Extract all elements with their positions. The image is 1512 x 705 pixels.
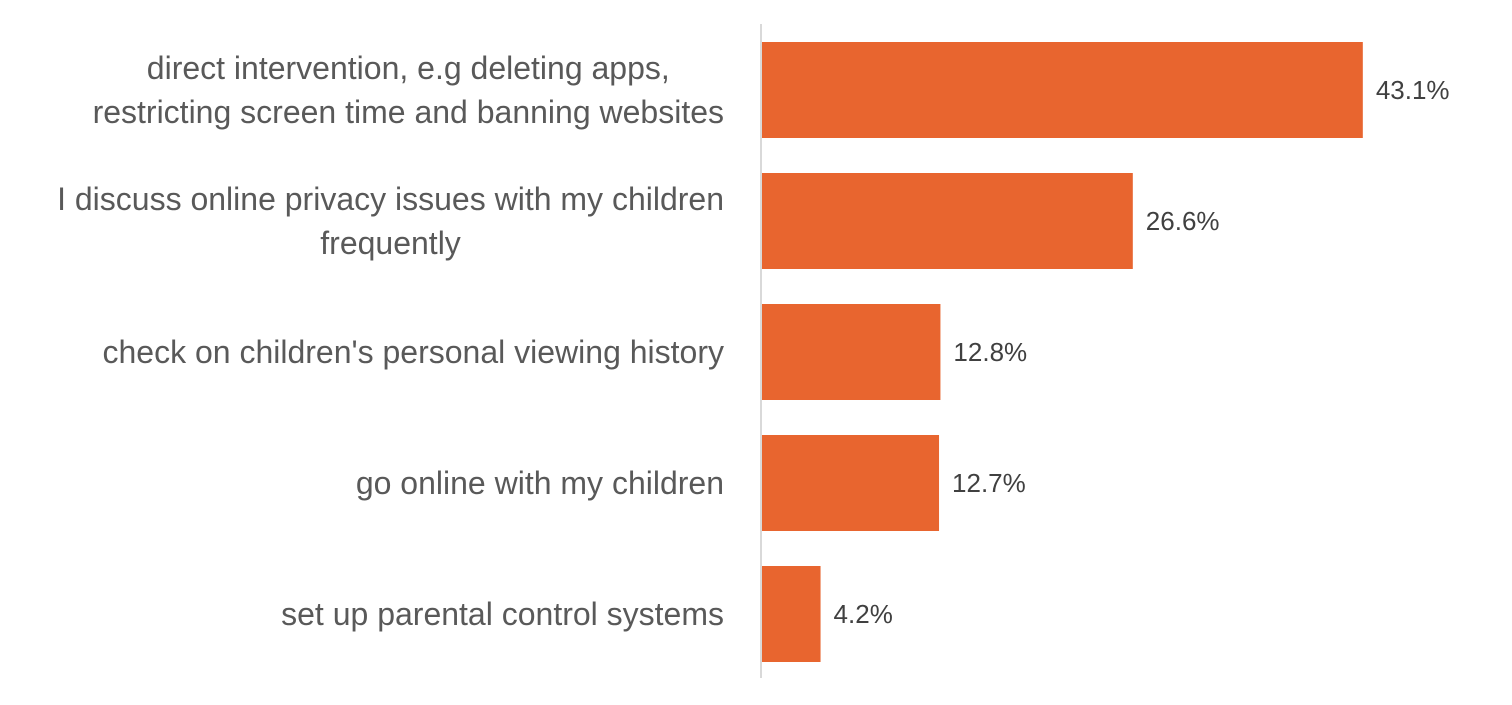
category-label-line: restricting screen time and banning webs…: [93, 94, 724, 130]
category-label-1: I discuss online privacy issues with my …: [57, 181, 724, 261]
bar-value-label-1: 26.6%: [1146, 206, 1220, 236]
category-label-line: set up parental control systems: [281, 596, 724, 632]
bar-3: [762, 435, 940, 531]
category-label-2: check on children's personal viewing his…: [102, 334, 724, 370]
category-label-0: direct intervention, e.g deleting apps, r…: [93, 50, 724, 130]
category-label-3: go online with my children: [356, 465, 724, 501]
category-label-line: I discuss online privacy issues with my …: [57, 181, 724, 217]
category-label-line: check on children's personal viewing his…: [102, 334, 724, 370]
bar-value-label-4: 4.2%: [834, 599, 893, 629]
category-label-line: direct intervention, e.g deleting apps,: [147, 50, 670, 86]
category-label-line: go online with my children: [356, 465, 724, 501]
bar-value-label-3: 12.7%: [952, 468, 1026, 498]
bar-0: [762, 42, 1363, 138]
value-labels-layer: 43.1% 26.6% 12.8% 12.7% 4.2%: [834, 75, 1450, 629]
category-labels-layer: direct intervention, e.g deleting apps, r…: [57, 50, 724, 632]
bar-1: [762, 173, 1133, 269]
bar-value-label-0: 43.1%: [1376, 75, 1450, 105]
bar-4: [762, 566, 821, 662]
bar-2: [762, 304, 941, 400]
category-label-4: set up parental control systems: [281, 596, 724, 632]
category-label-line: frequently: [320, 225, 461, 261]
bars-layer: [762, 42, 1363, 662]
bar-value-label-2: 12.8%: [953, 337, 1027, 367]
